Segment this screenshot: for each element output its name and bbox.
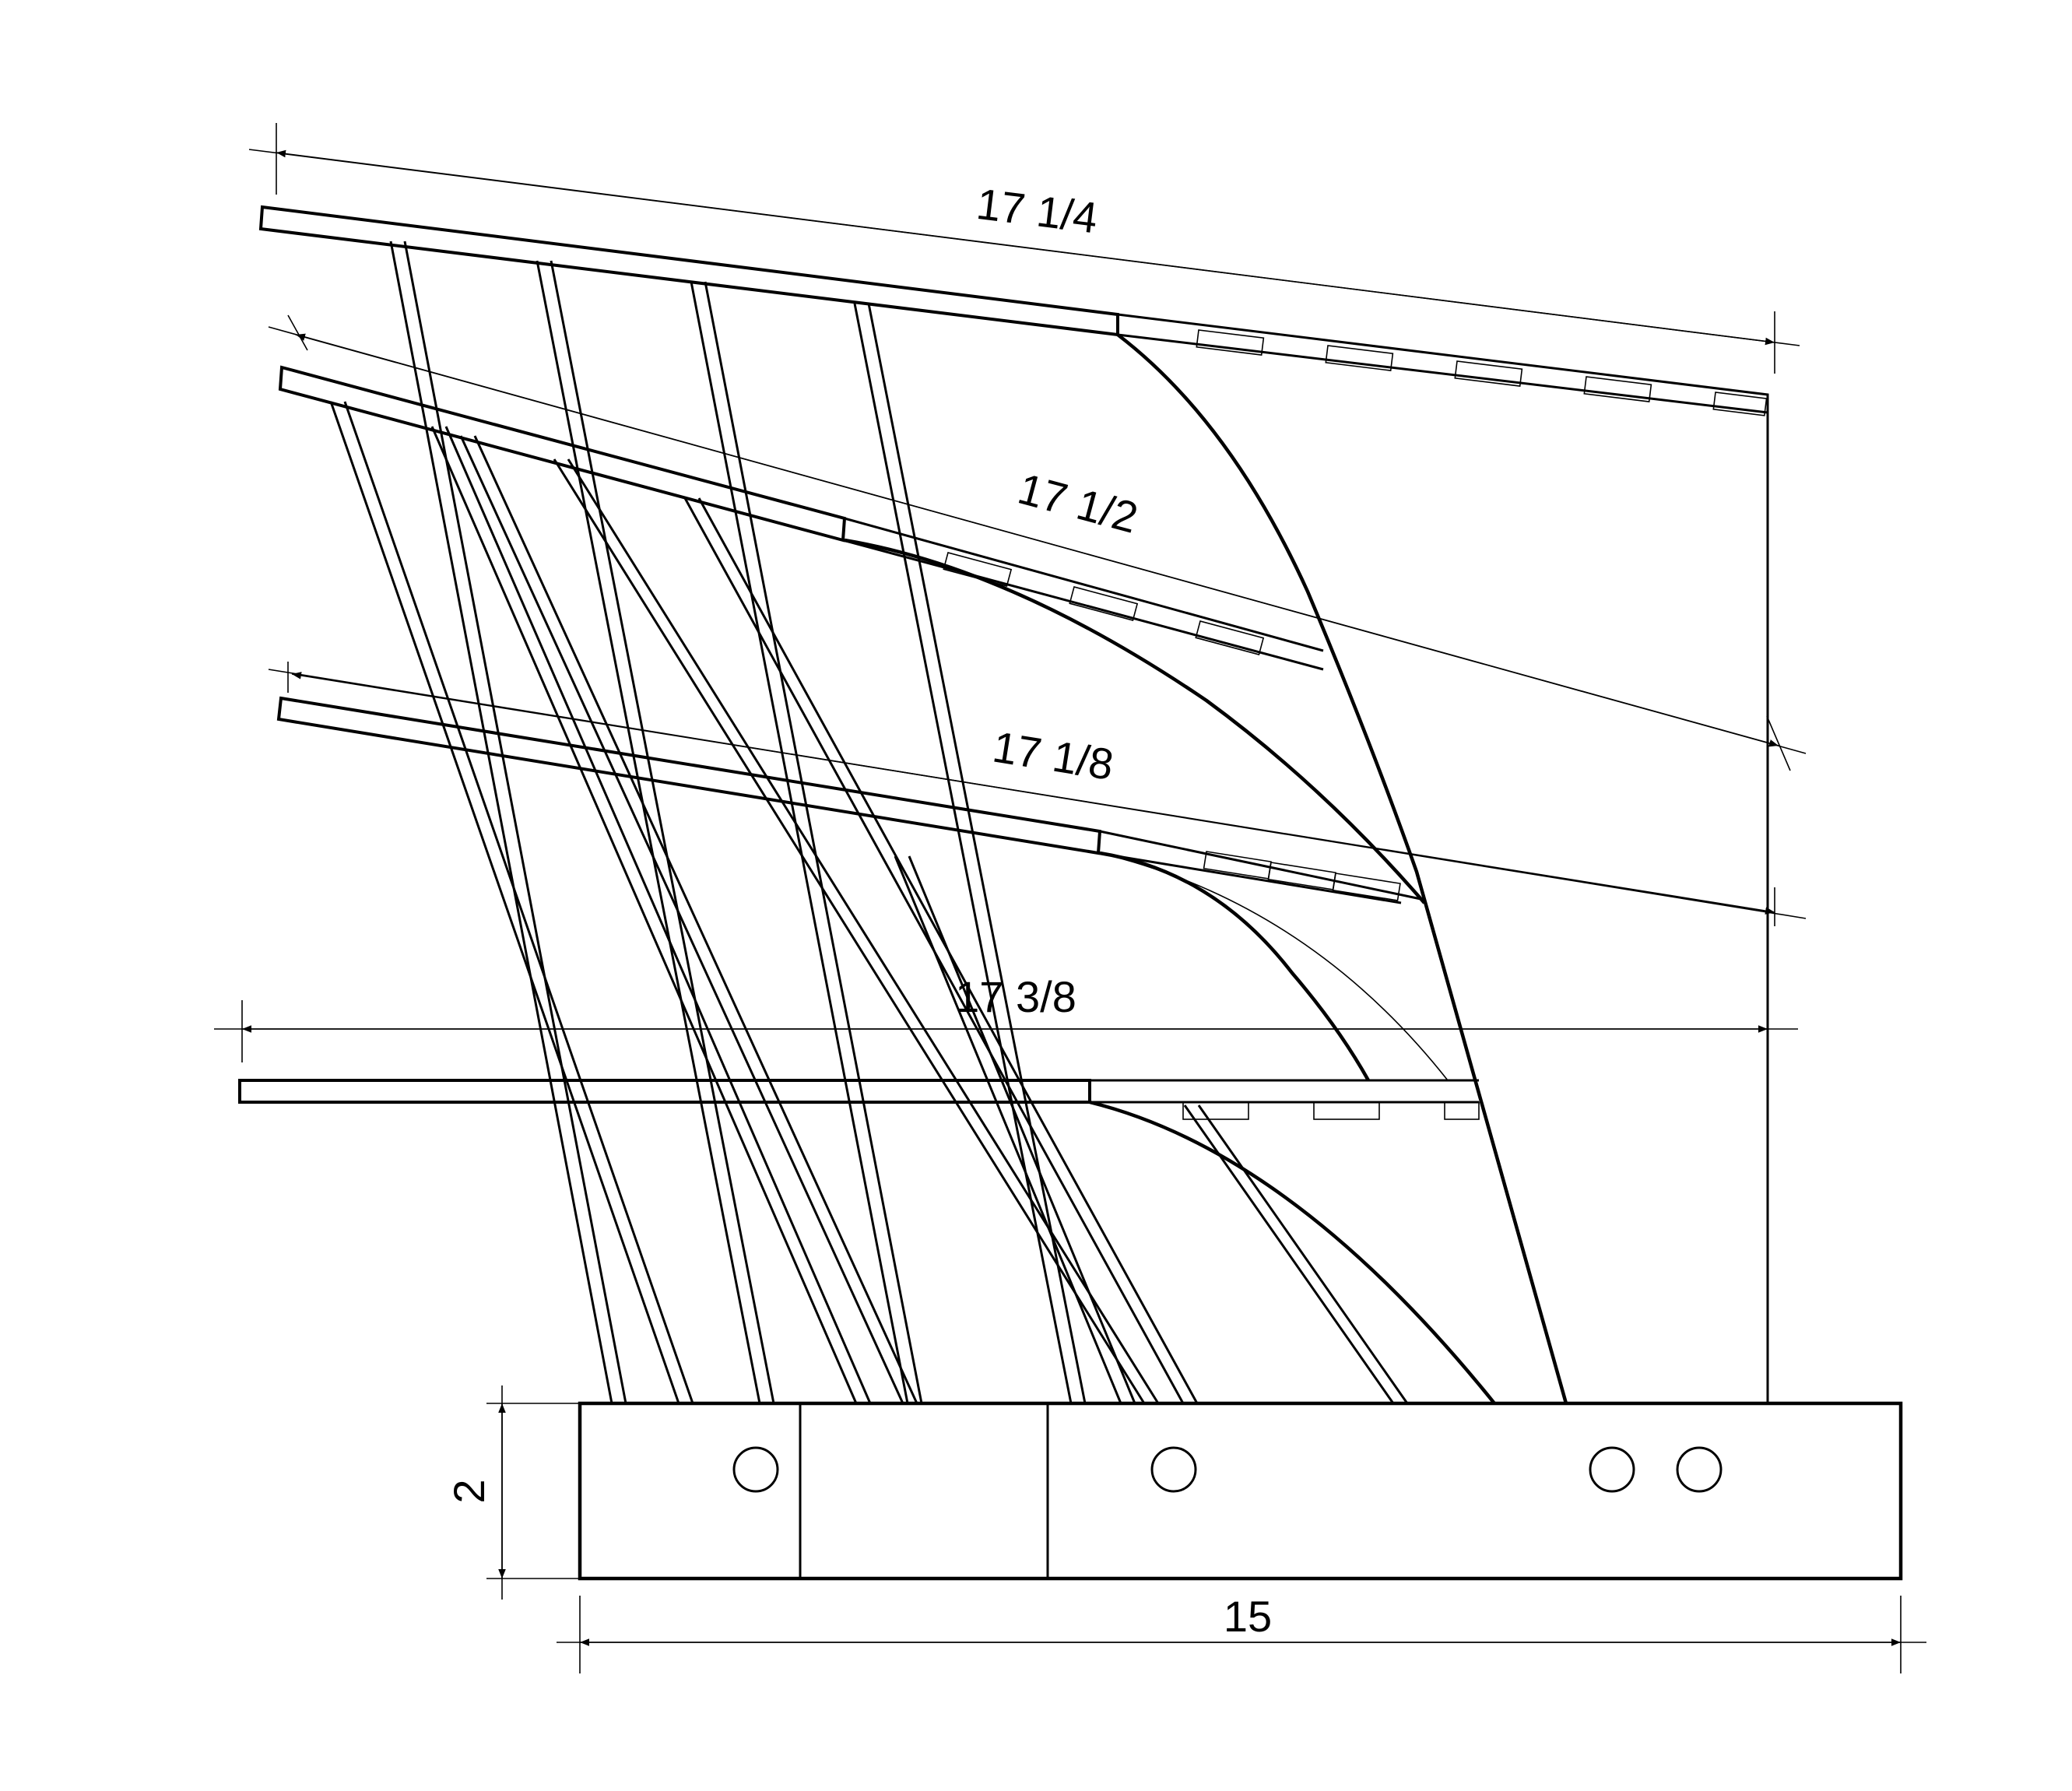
dim-label-third: 17 1/8 (989, 722, 1117, 789)
dim-label-second: 17 1/2 (1013, 464, 1143, 543)
shelf-plate-top (258, 205, 1769, 416)
dimension-top: 17 1/4 (248, 123, 1800, 374)
dimension-base-height: 2 (444, 1385, 580, 1600)
dimension-second: 17 1/2 (268, 314, 1807, 771)
dim-label-bottom: 17 3/8 (955, 972, 1076, 1021)
mounting-hole (1150, 1446, 1197, 1493)
mounting-hole (1589, 1446, 1635, 1493)
dim-label-base-height: 2 (444, 1479, 493, 1503)
support-rods (329, 241, 1409, 1404)
dim-label-top: 17 1/4 (974, 179, 1100, 243)
dimension-bottom: 17 3/8 (214, 972, 1798, 1062)
base-block (578, 1401, 1903, 1581)
mounting-hole (732, 1446, 779, 1493)
dim-label-base-width: 15 (1224, 1592, 1272, 1641)
mounting-hole (1676, 1446, 1723, 1493)
dimension-base-width: 15 (557, 1592, 1926, 1673)
